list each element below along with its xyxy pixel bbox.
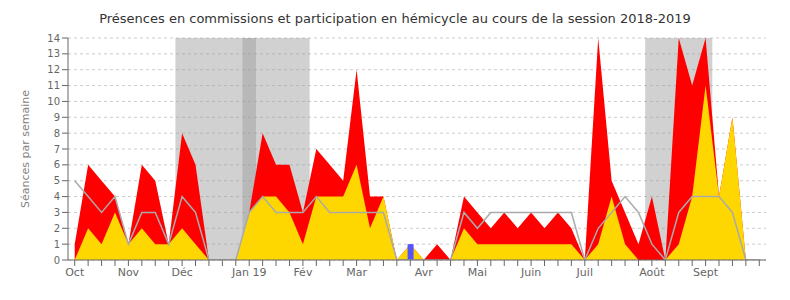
- html-text:Présences en commissions et pa: Présences en commissions et participatio…: [99, 11, 691, 26]
- svg-text:3: 3: [54, 207, 60, 218]
- svg-text:12: 12: [47, 64, 60, 75]
- svg-text:Mar: Mar: [346, 266, 367, 279]
- svg-text:Juil: Juil: [576, 266, 593, 279]
- svg-text:8: 8: [54, 128, 60, 139]
- svg-text:Séances par semaine: Séances par semaine: [19, 90, 32, 208]
- svg-text:2: 2: [54, 223, 60, 234]
- svg-text:Sept: Sept: [693, 266, 719, 279]
- svg-text:Juin: Juin: [520, 266, 541, 279]
- svg-text:4: 4: [54, 191, 60, 202]
- svg-text:Fév: Fév: [293, 266, 312, 279]
- svg-text:1: 1: [54, 239, 60, 250]
- svg-text:14: 14: [47, 33, 60, 44]
- svg-text:Déc: Déc: [171, 266, 192, 279]
- svg-text:6: 6: [54, 159, 60, 170]
- svg-text:11: 11: [47, 80, 60, 91]
- svg-text:5: 5: [54, 175, 60, 186]
- svg-text:13: 13: [47, 48, 60, 59]
- svg-text:10: 10: [47, 96, 60, 107]
- svg-text:Jan 19: Jan 19: [231, 266, 266, 279]
- svg-text:9: 9: [54, 112, 60, 123]
- svg-text:Mai: Mai: [468, 266, 487, 279]
- svg-text:Avr: Avr: [415, 266, 433, 279]
- svg-text:7: 7: [54, 144, 60, 155]
- svg-text:Nov: Nov: [118, 266, 140, 279]
- svg-text:Août: Août: [639, 266, 665, 279]
- svg-text:0: 0: [54, 255, 60, 266]
- svg-text:Oct: Oct: [65, 266, 85, 279]
